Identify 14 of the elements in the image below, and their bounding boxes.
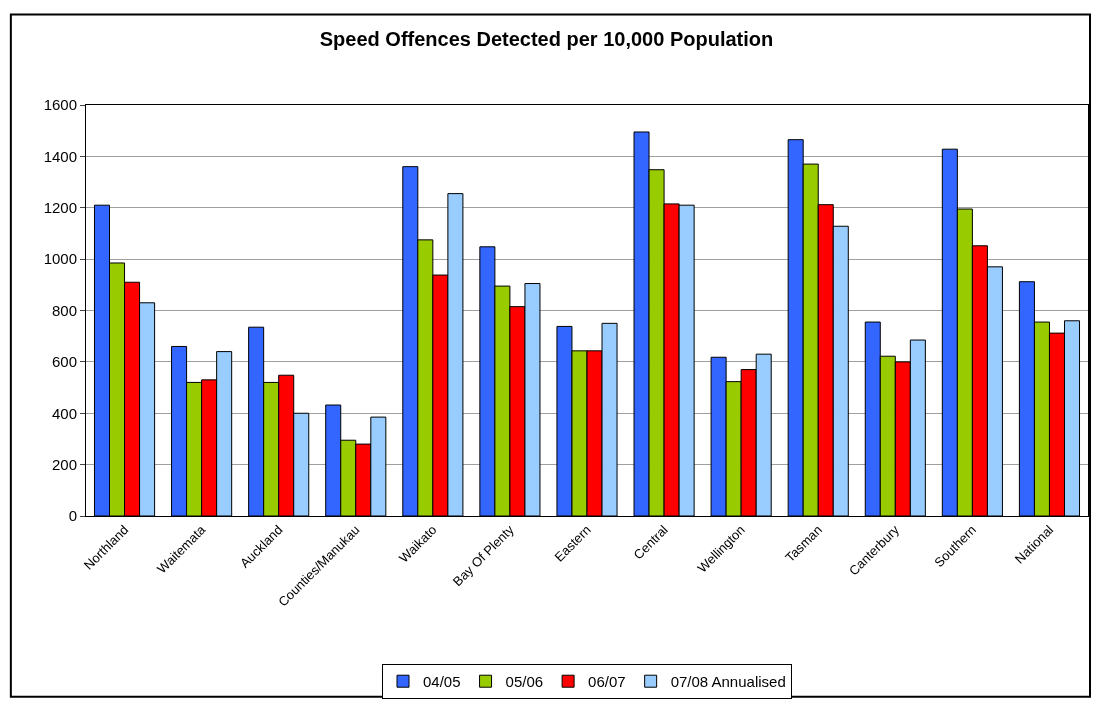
legend-label: 05/06 [505, 673, 544, 691]
y-tick-label: 200 [51, 455, 77, 473]
y-tick-label: 800 [51, 301, 77, 319]
y-tick-label: 400 [51, 404, 77, 422]
legend-label: 04/05 [423, 673, 461, 691]
y-tick-label: 1200 [43, 199, 77, 216]
y-tick-label: 0 [68, 507, 77, 525]
y-tick-label: 1400 [43, 147, 77, 165]
chart-title: Speed Offences Detected per 10,000 Population [319, 27, 774, 50]
legend-label: 06/07 [588, 673, 626, 691]
y-tick-label: 600 [51, 353, 77, 371]
y-tick-label: 1000 [43, 250, 77, 268]
y-tick-label: 1600 [43, 96, 77, 114]
legend-label: 07/08 Annualised [670, 673, 786, 691]
